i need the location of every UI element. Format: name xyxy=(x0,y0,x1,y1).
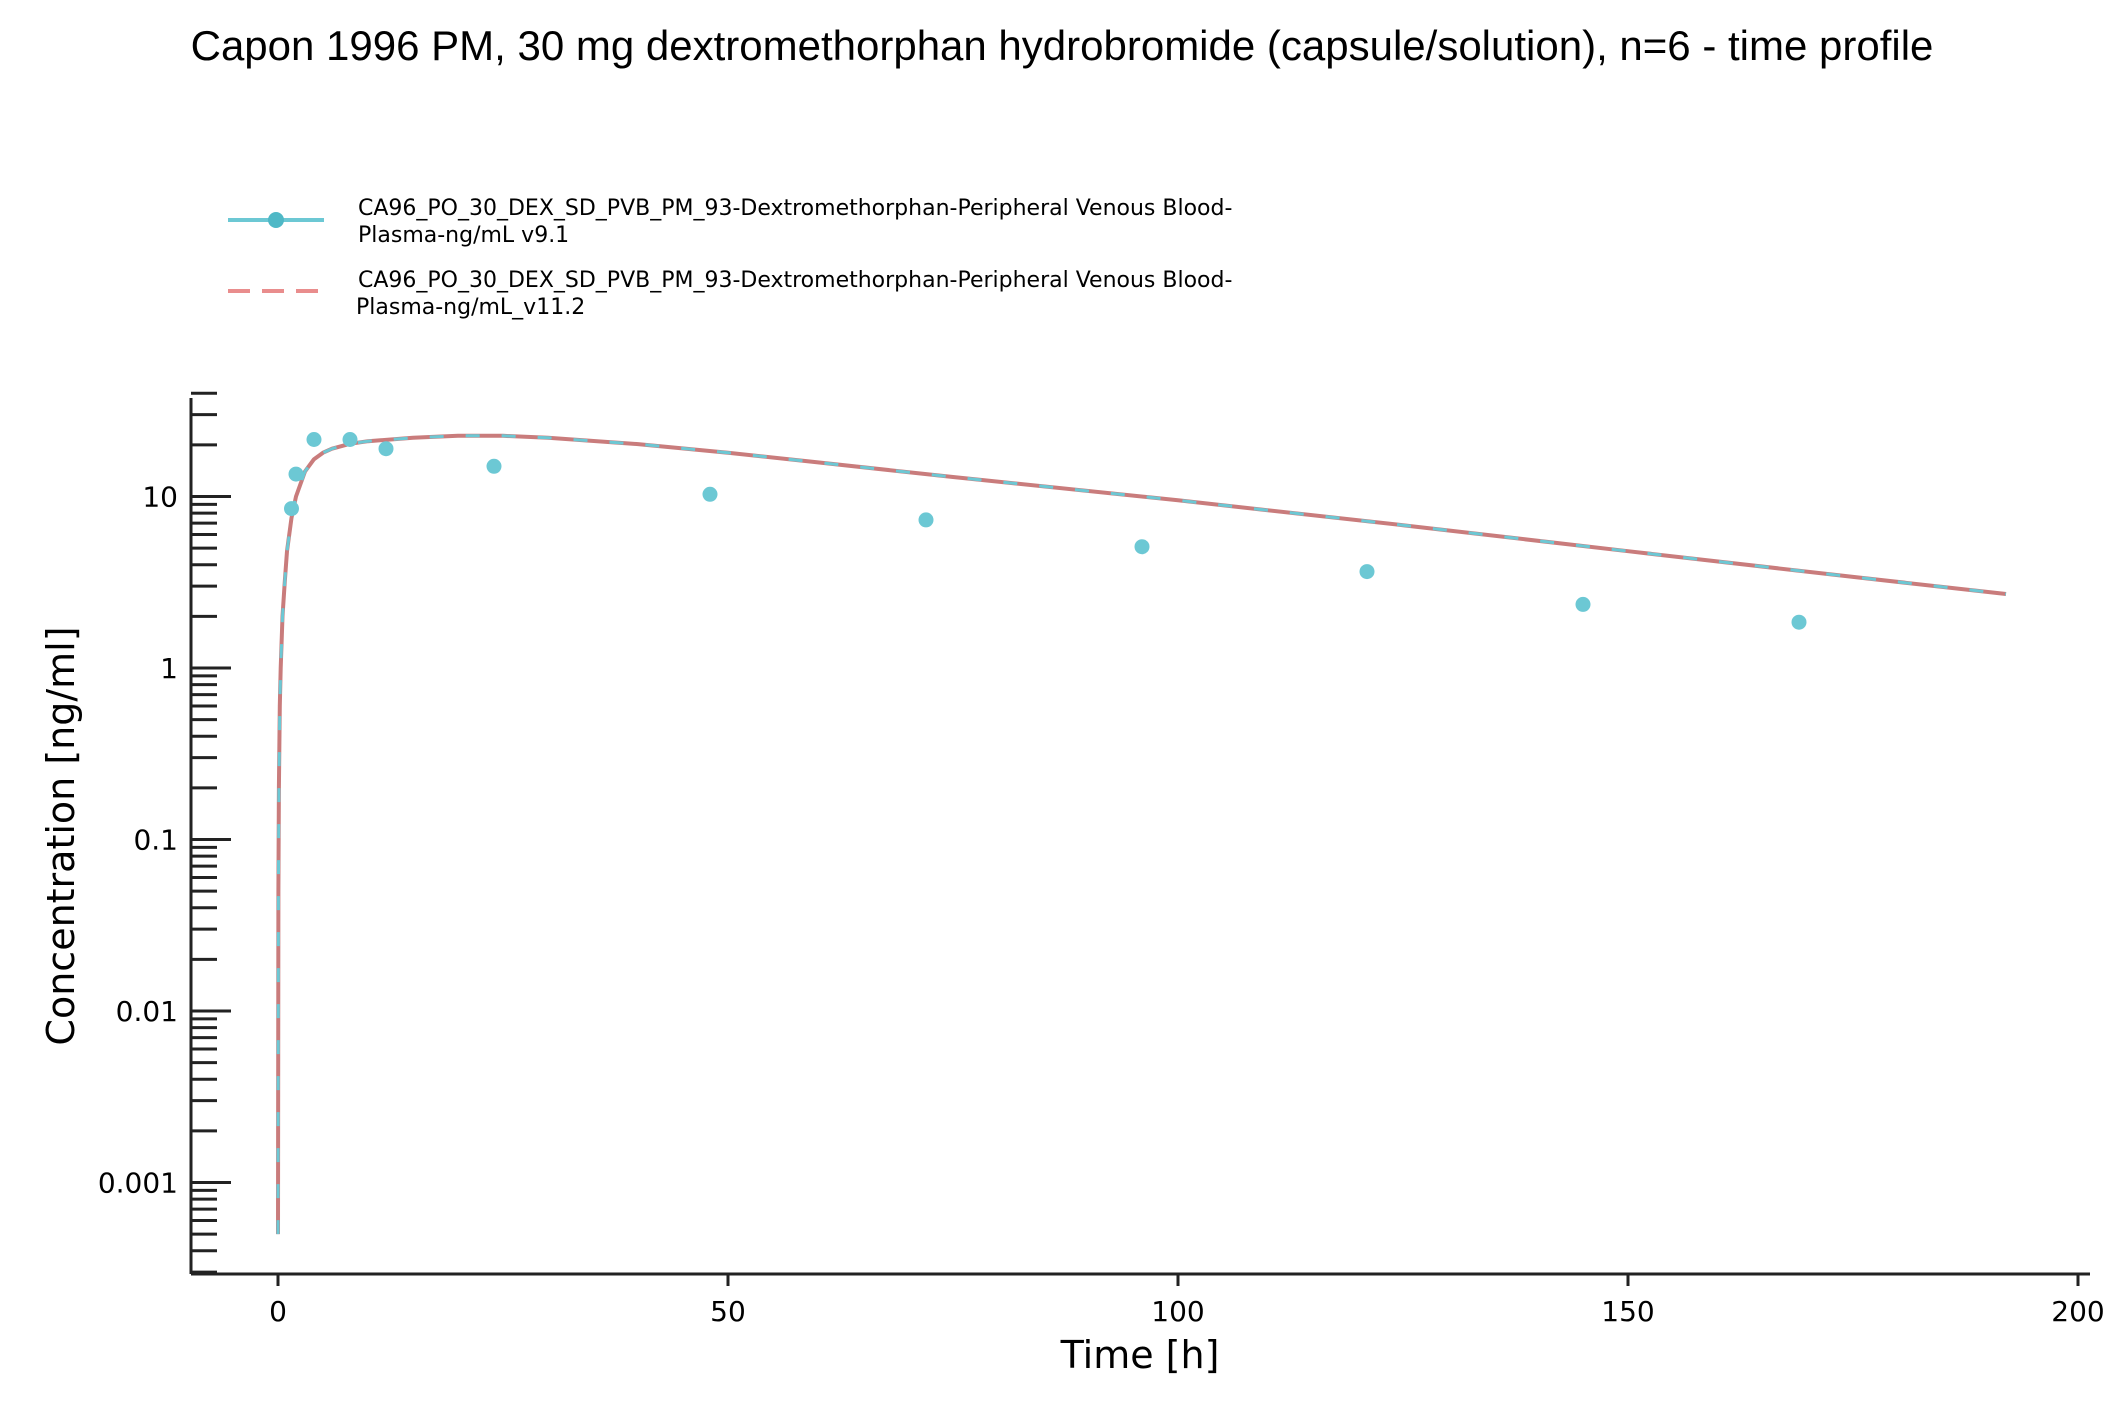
series-line-v9-1 xyxy=(276,434,2007,1235)
y-tick-label: 0.01 xyxy=(116,995,178,1028)
observed-point xyxy=(702,486,718,502)
observed-point xyxy=(306,432,322,447)
legend-label-v11-2-line-1: CA96_PO_30_DEX_SD_PVB_PM_93-Dextromethor… xyxy=(358,268,1232,293)
legend-label-v9-1-line-1: CA96_PO_30_DEX_SD_PVB_PM_93-Dextromethor… xyxy=(358,196,1232,221)
x-tick-label: 50 xyxy=(710,1295,746,1328)
x-tick-label: 100 xyxy=(1151,1295,1204,1328)
y-axis-label: Concentration [ng/ml] xyxy=(39,626,83,1045)
y-tick-label: 0.1 xyxy=(133,824,178,857)
observed-point xyxy=(284,501,299,517)
observed-point xyxy=(342,432,358,447)
observed-point xyxy=(918,512,934,528)
series-line-v11-2 xyxy=(276,433,2007,1235)
observed-point xyxy=(486,458,502,474)
legend-label-v9-1-line-2: Plasma-ng/mL v9.1 xyxy=(358,223,569,248)
y-tick-label: 0.001 xyxy=(98,1167,178,1200)
axes: 0 50 100 150 200 0.001 0.01 0.1 1 10 xyxy=(98,391,2105,1328)
legend-label-v11-2-line-2: Plasma-ng/mL_v11.2 xyxy=(356,295,585,320)
x-tick-label: 200 xyxy=(2051,1295,2104,1328)
x-axis-label: Time [h] xyxy=(1060,1333,1220,1377)
x-tick-label: 0 xyxy=(269,1295,287,1328)
legend: CA96_PO_30_DEX_SD_PVB_PM_93-Dextromethor… xyxy=(228,196,1232,320)
plot-area xyxy=(276,432,2007,1235)
observed-point xyxy=(288,466,304,482)
observed-point xyxy=(1791,614,1807,630)
observed-point xyxy=(1359,564,1375,580)
observed-point xyxy=(1575,596,1591,612)
observed-point xyxy=(378,441,394,457)
x-tick-label: 150 xyxy=(1601,1295,1654,1328)
y-tick-label: 1 xyxy=(160,652,178,685)
legend-marker-v9-1 xyxy=(268,212,284,228)
chart-title: Capon 1996 PM, 30 mg dextromethorphan hy… xyxy=(191,22,1934,69)
observed-point xyxy=(1134,539,1150,555)
y-tick-label: 10 xyxy=(142,481,178,514)
